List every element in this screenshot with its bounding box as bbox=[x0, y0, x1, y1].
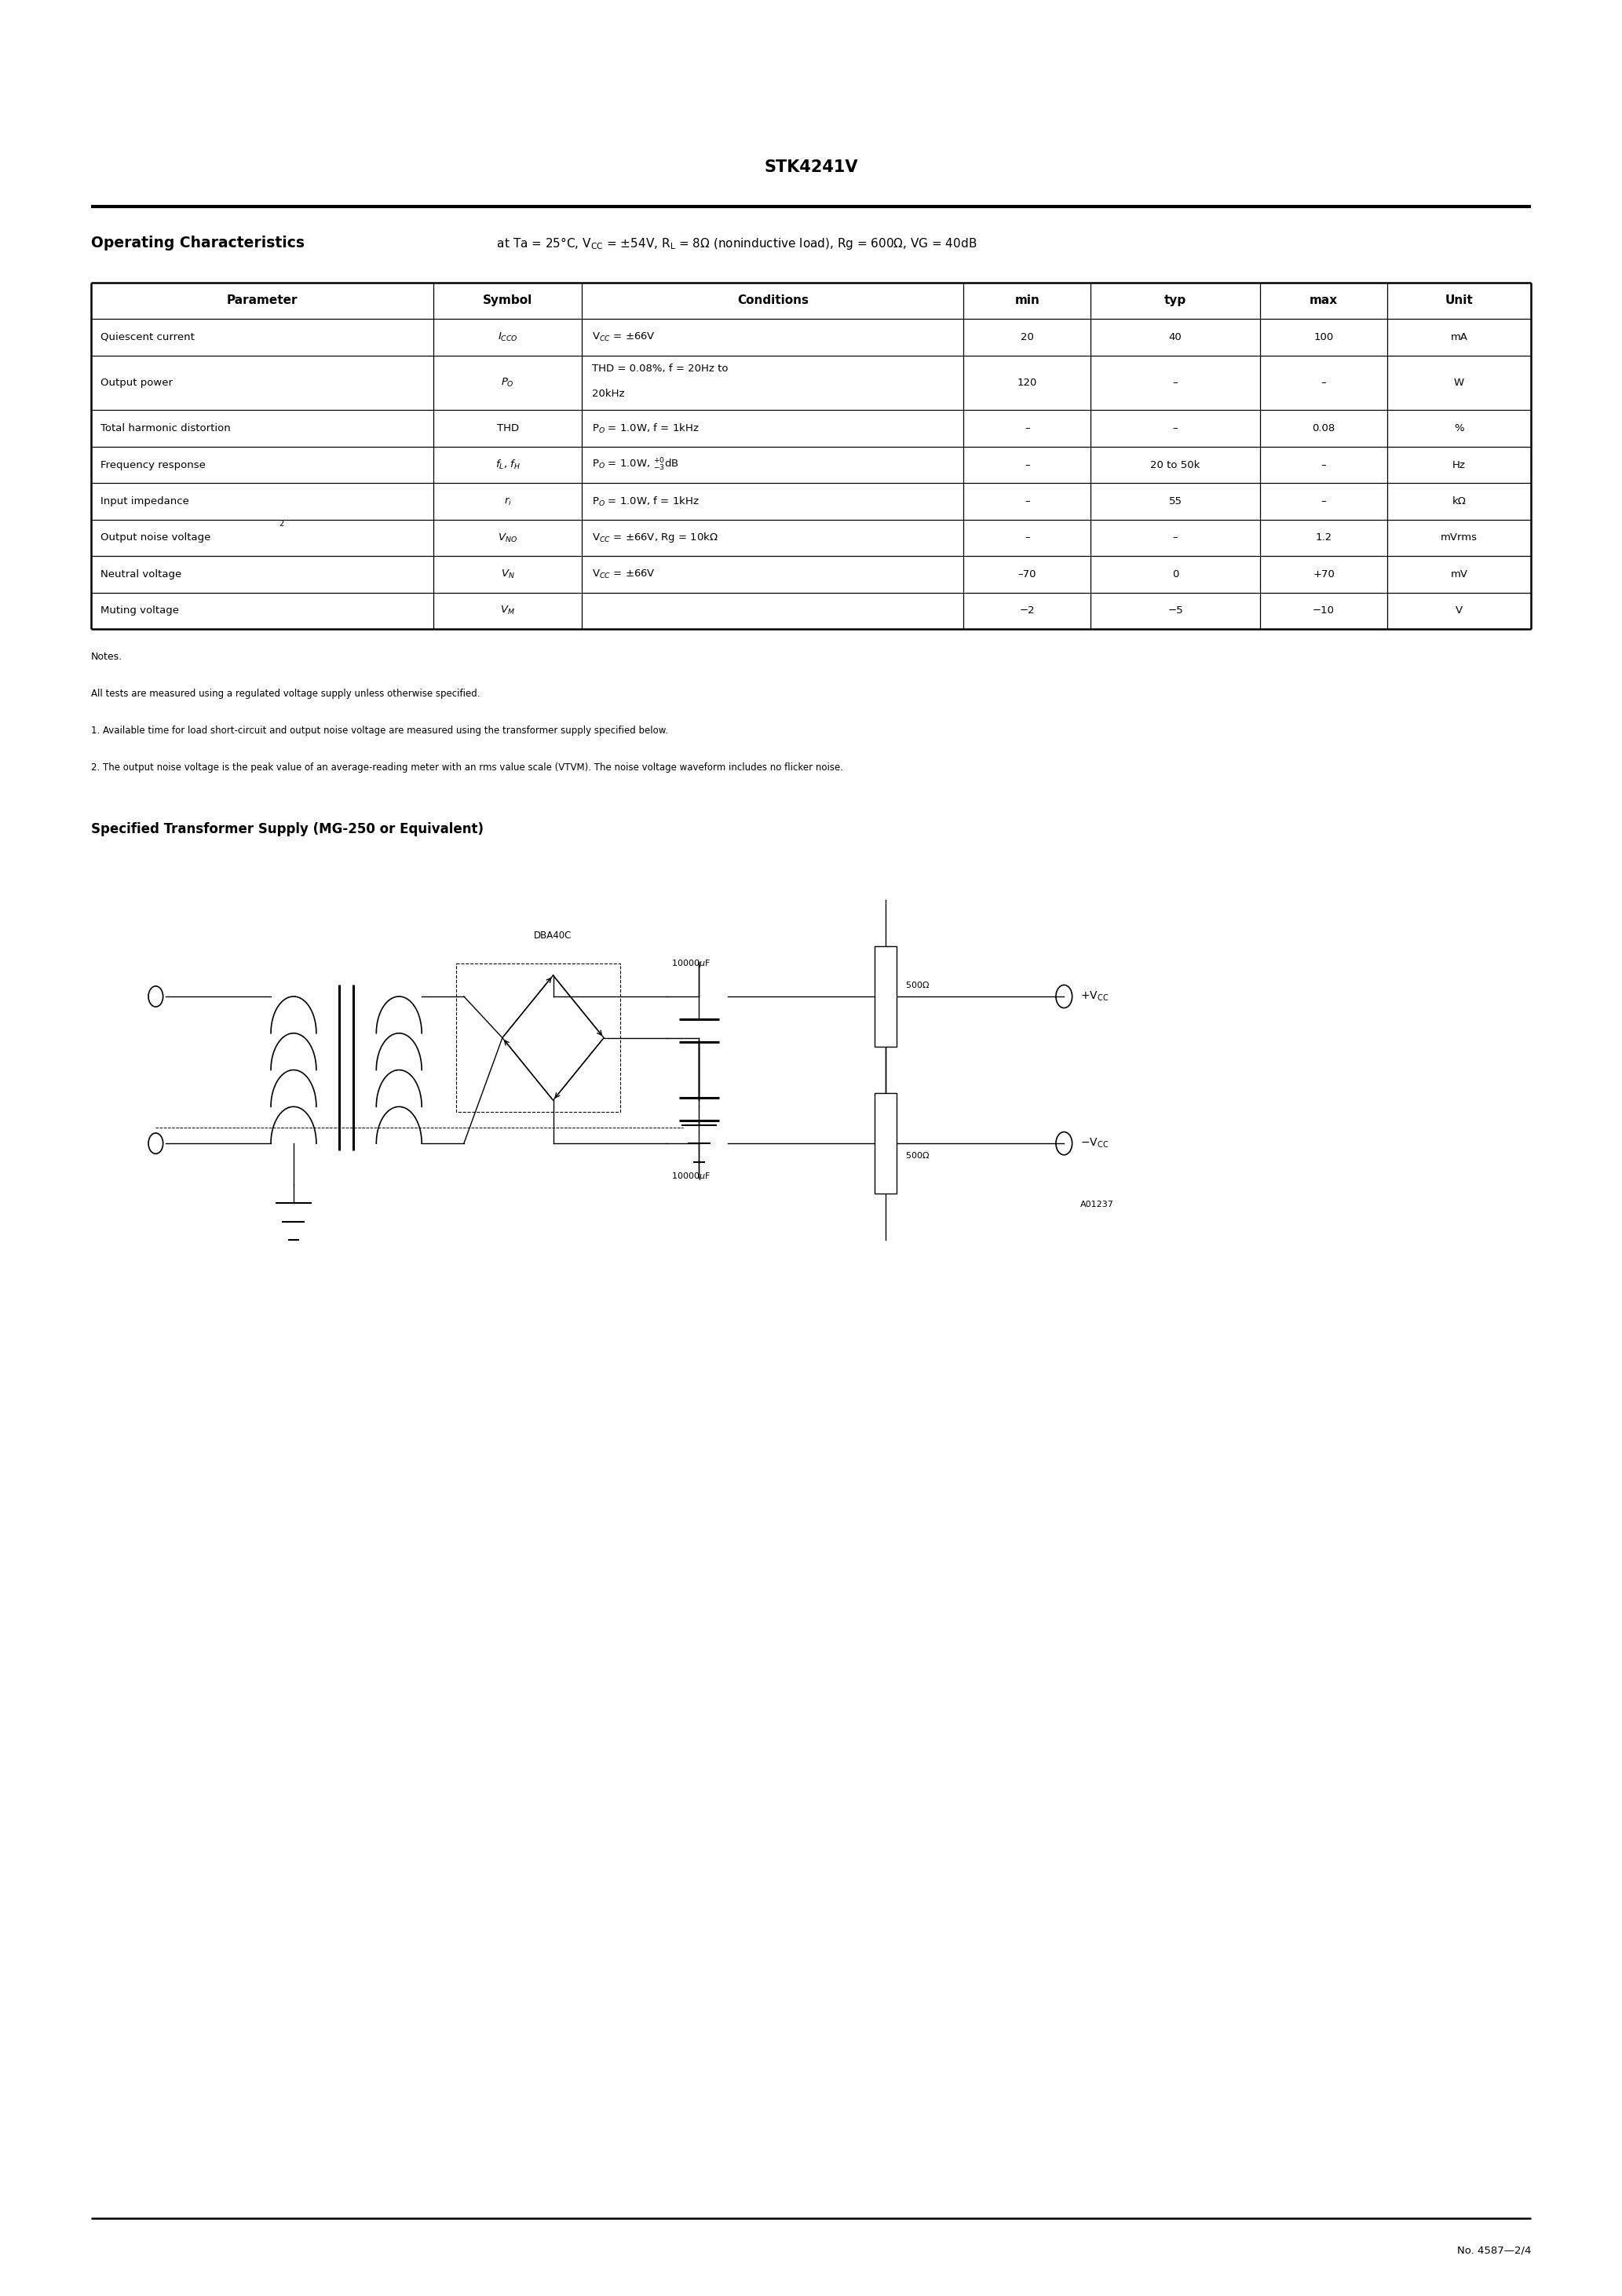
Text: –: – bbox=[1173, 533, 1178, 542]
Text: No. 4587—2/4: No. 4587—2/4 bbox=[1457, 2245, 1531, 2255]
Text: THD: THD bbox=[496, 422, 519, 434]
Text: $\mathit{V}_{NO}$: $\mathit{V}_{NO}$ bbox=[498, 533, 517, 544]
Text: –70: –70 bbox=[1019, 569, 1036, 579]
Text: Neutral voltage: Neutral voltage bbox=[101, 569, 182, 579]
Text: Notes.: Notes. bbox=[91, 652, 122, 661]
Text: max: max bbox=[1309, 294, 1338, 308]
Text: $\mathit{P}_{O}$: $\mathit{P}_{O}$ bbox=[501, 377, 514, 388]
Text: 20kHz: 20kHz bbox=[592, 388, 624, 400]
Text: THD = 0.08%, f = 20Hz to: THD = 0.08%, f = 20Hz to bbox=[592, 363, 728, 374]
Text: Frequency response: Frequency response bbox=[101, 459, 206, 471]
Text: Muting voltage: Muting voltage bbox=[101, 606, 178, 615]
Text: 20: 20 bbox=[1020, 333, 1033, 342]
Text: W: W bbox=[1453, 377, 1465, 388]
Text: –: – bbox=[1322, 377, 1327, 388]
Text: P$_{O}$ = 1.0W, f = 1kHz: P$_{O}$ = 1.0W, f = 1kHz bbox=[592, 496, 699, 507]
Text: –: – bbox=[1322, 496, 1327, 507]
Text: 100: 100 bbox=[1314, 333, 1333, 342]
Text: −2: −2 bbox=[1019, 606, 1035, 615]
Text: A01237: A01237 bbox=[1080, 1201, 1114, 1208]
Text: P$_{O}$ = 1.0W, $^{+0}_{-3}$dB: P$_{O}$ = 1.0W, $^{+0}_{-3}$dB bbox=[592, 457, 678, 473]
Text: DBA40C: DBA40C bbox=[534, 930, 573, 941]
Text: Symbol: Symbol bbox=[483, 294, 532, 308]
Text: at Ta = 25$\mathregular{°}$C, V$\mathregular{_{CC}}$ = $\pm$54V, R$\mathregular{: at Ta = 25$\mathregular{°}$C, V$\mathreg… bbox=[493, 236, 976, 250]
Text: $\mathit{V}_{N}$: $\mathit{V}_{N}$ bbox=[501, 569, 514, 581]
Text: Output noise voltage: Output noise voltage bbox=[101, 533, 211, 542]
Text: –: – bbox=[1173, 377, 1178, 388]
Text: min: min bbox=[1014, 294, 1040, 308]
Text: mVrms: mVrms bbox=[1440, 533, 1478, 542]
Text: Input impedance: Input impedance bbox=[101, 496, 190, 507]
Text: 120: 120 bbox=[1017, 377, 1036, 388]
Text: mV: mV bbox=[1450, 569, 1468, 579]
Text: 2. The output noise voltage is the peak value of an average-reading meter with a: 2. The output noise voltage is the peak … bbox=[91, 762, 843, 771]
Text: typ: typ bbox=[1165, 294, 1187, 308]
Text: –: – bbox=[1173, 422, 1178, 434]
Text: V$_{CC}$ = ±66V: V$_{CC}$ = ±66V bbox=[592, 569, 655, 581]
Text: 10000$\mu$F: 10000$\mu$F bbox=[672, 957, 710, 969]
Text: Parameter: Parameter bbox=[227, 294, 298, 308]
Text: –: – bbox=[1025, 533, 1030, 542]
Text: –: – bbox=[1025, 459, 1030, 471]
Text: P$_{O}$ = 1.0W, f = 1kHz: P$_{O}$ = 1.0W, f = 1kHz bbox=[592, 422, 699, 434]
Text: 500$\Omega$: 500$\Omega$ bbox=[905, 1150, 929, 1159]
Text: $-$V$\mathregular{_{CC}}$: $-$V$\mathregular{_{CC}}$ bbox=[1080, 1137, 1109, 1150]
Text: 40: 40 bbox=[1169, 333, 1182, 342]
Text: V$_{CC}$ = ±66V: V$_{CC}$ = ±66V bbox=[592, 331, 655, 342]
Text: Specified Transformer Supply (MG-250 or Equivalent): Specified Transformer Supply (MG-250 or … bbox=[91, 822, 483, 836]
Text: +V$\mathregular{_{CC}}$: +V$\mathregular{_{CC}}$ bbox=[1080, 990, 1109, 1003]
Text: mA: mA bbox=[1450, 333, 1468, 342]
Text: $\mathit{V}_{M}$: $\mathit{V}_{M}$ bbox=[501, 604, 516, 618]
Text: –: – bbox=[1322, 459, 1327, 471]
Bar bbox=[874, 1093, 897, 1194]
Text: Operating Characteristics: Operating Characteristics bbox=[91, 236, 305, 250]
Text: 2: 2 bbox=[279, 521, 284, 528]
Text: STK4241V: STK4241V bbox=[764, 161, 858, 174]
Text: $\mathit{f}_{L}$, $\mathit{f}_{H}$: $\mathit{f}_{L}$, $\mathit{f}_{H}$ bbox=[495, 459, 521, 471]
Text: 1. Available time for load short-circuit and output noise voltage are measured u: 1. Available time for load short-circuit… bbox=[91, 726, 668, 735]
Text: −10: −10 bbox=[1312, 606, 1335, 615]
Text: –: – bbox=[1025, 422, 1030, 434]
Text: $\mathit{I}_{CCO}$: $\mathit{I}_{CCO}$ bbox=[498, 331, 517, 342]
Text: Quiescent current: Quiescent current bbox=[101, 333, 195, 342]
Text: 500$\Omega$: 500$\Omega$ bbox=[905, 980, 929, 990]
Text: V: V bbox=[1455, 606, 1463, 615]
Text: −5: −5 bbox=[1168, 606, 1182, 615]
Text: 0: 0 bbox=[1173, 569, 1179, 579]
Text: +70: +70 bbox=[1312, 569, 1335, 579]
Text: 0.08: 0.08 bbox=[1312, 422, 1335, 434]
Text: %: % bbox=[1455, 422, 1465, 434]
Bar bbox=[874, 946, 897, 1047]
Text: $\mathit{r}_{i}$: $\mathit{r}_{i}$ bbox=[504, 496, 511, 507]
Text: Total harmonic distortion: Total harmonic distortion bbox=[101, 422, 230, 434]
Text: All tests are measured using a regulated voltage supply unless otherwise specifi: All tests are measured using a regulated… bbox=[91, 689, 480, 698]
Text: –: – bbox=[1025, 496, 1030, 507]
Text: Unit: Unit bbox=[1445, 294, 1473, 308]
Text: Hz: Hz bbox=[1453, 459, 1466, 471]
Text: 10000$\mu$F: 10000$\mu$F bbox=[672, 1171, 710, 1182]
Text: 20 to 50k: 20 to 50k bbox=[1150, 459, 1200, 471]
Text: 55: 55 bbox=[1169, 496, 1182, 507]
Text: Output power: Output power bbox=[101, 377, 174, 388]
Text: 1.2: 1.2 bbox=[1315, 533, 1332, 542]
Text: kΩ: kΩ bbox=[1452, 496, 1466, 507]
Text: V$_{CC}$ = ±66V, Rg = 10kΩ: V$_{CC}$ = ±66V, Rg = 10kΩ bbox=[592, 530, 719, 544]
Text: Conditions: Conditions bbox=[736, 294, 808, 308]
